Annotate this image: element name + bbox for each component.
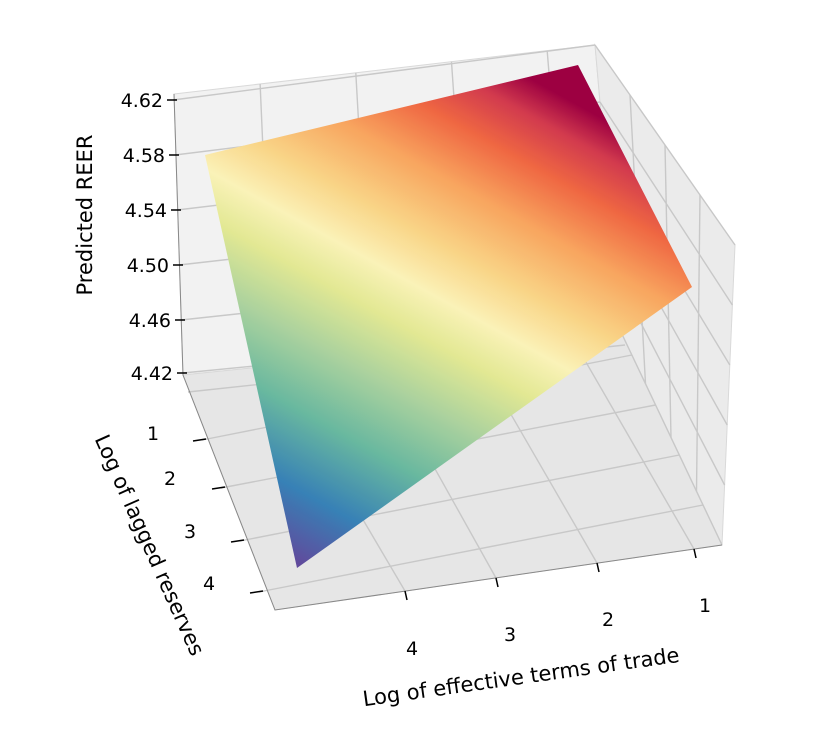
y-axis-label: Log of lagged reserves [90,431,209,659]
x-tick-label: 3 [504,624,516,646]
y-axis: 1 2 3 4 [147,423,264,595]
surface-shading [205,65,692,568]
y-tick-label: 4 [203,573,215,595]
z-axis-label: Predicted REER [73,135,97,296]
z-tick-label: 4.42 [131,363,173,385]
z-tick-label: 4.50 [127,255,169,277]
z-tick-label: 4.62 [121,90,163,112]
x-tick-mark [495,577,499,588]
surface [205,65,692,568]
z-tick-label: 4.58 [123,145,165,167]
x-tick-label: 1 [699,595,711,617]
box-edges [173,93,723,611]
x-tick-label: 2 [602,609,614,631]
x-axis: 4 3 2 1 [404,548,711,660]
z-tick-label: 4.54 [125,200,167,222]
y-tick-mark [230,539,245,543]
x-tick-mark [404,590,408,601]
y-tick-label: 1 [147,423,159,445]
z-axis: 4.42 4.46 4.50 4.54 4.58 4.62 [121,90,187,385]
x-tick-mark [596,562,600,573]
x-tick-label: 4 [406,638,418,660]
y-tick-mark [249,590,264,594]
z-tick-label: 4.46 [129,310,171,332]
x-tick-mark [693,548,697,559]
y-tick-mark [211,486,226,490]
y-tick-mark [192,438,207,442]
y-tick-label: 3 [184,521,196,543]
y-tick-label: 2 [164,468,176,490]
